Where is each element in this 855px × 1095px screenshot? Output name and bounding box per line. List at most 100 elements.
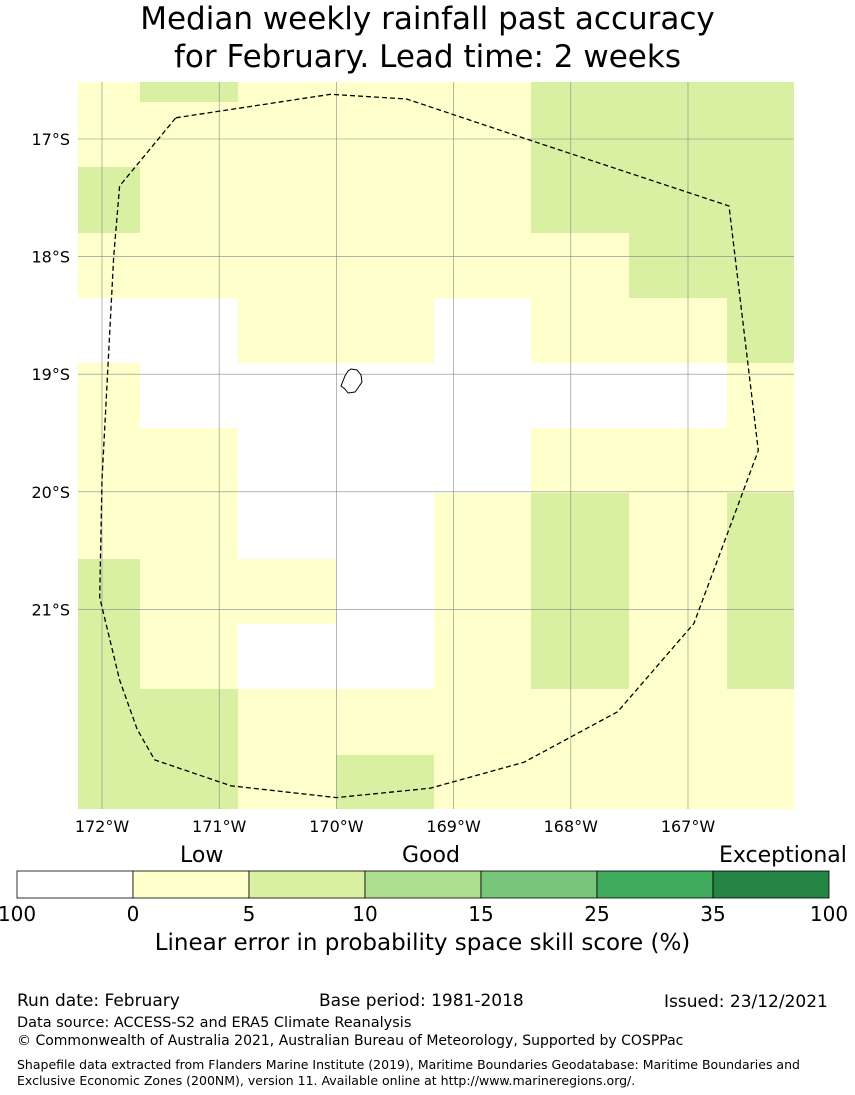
title-line-2: for February. Lead time: 2 weeks [174, 39, 681, 75]
shapefile-credit: Shapefile data extracted from Flanders M… [17, 1057, 800, 1088]
colorbar-label-exceptional: Exceptional [719, 843, 847, 868]
colorbar-segment [248, 870, 366, 899]
colorbar-tick: 25 [584, 902, 610, 926]
grid-cell [434, 167, 531, 233]
colorbar-axis-label: Linear error in probability space skill … [154, 930, 691, 956]
grid-cell [336, 428, 434, 493]
grid-cell [140, 559, 238, 624]
colorbar-segment [364, 870, 482, 899]
grid-cell [629, 689, 727, 755]
grid-cell [336, 298, 434, 363]
grid-cell [78, 428, 140, 493]
grid-cell [140, 82, 238, 102]
grid-cell [238, 102, 336, 167]
grid-cell [78, 689, 140, 755]
skill-map: 172°W 171°W 170°W 169°W 168°W 167°W 17°S18°S1… [31, 82, 794, 836]
colorbar-tick: 5 [242, 902, 256, 926]
grid-cell [727, 493, 794, 559]
grid-cell [434, 559, 531, 624]
grid-cell [78, 82, 140, 102]
data-source: Data source: ACCESS-S2 and ERA5 Climate … [17, 1015, 412, 1031]
longitude-tick-label: 170°W [309, 817, 364, 836]
grid-cell [531, 428, 629, 493]
grid-cell [238, 755, 336, 809]
grid-cell [140, 102, 238, 167]
colorbar-segment [132, 870, 250, 899]
grid-cell [78, 755, 140, 809]
grid-cell [629, 559, 727, 624]
colorbar-tick: 35 [700, 902, 726, 926]
grid-cell [336, 82, 434, 102]
grid-cell [140, 755, 238, 809]
grid-cell [238, 624, 336, 689]
colorbar-label-low: Low [180, 843, 224, 868]
grid-cell [336, 102, 434, 167]
grid-cell [140, 298, 238, 363]
grid-cell [336, 559, 434, 624]
eez-boundary [99, 93, 759, 799]
colorbar-tick: 15 [468, 902, 494, 926]
issued-date: Issued: 23/12/2021 [664, 992, 828, 1012]
grid-cell [238, 689, 336, 755]
grid-cell [336, 493, 434, 559]
grid-cell [434, 428, 531, 493]
longitude-tick-label: 167°W [661, 817, 716, 836]
grid-cell [140, 689, 238, 755]
grid-cell [727, 233, 794, 298]
grid-cell [531, 624, 629, 689]
grid-cell [629, 363, 727, 428]
grid-cell [434, 82, 531, 102]
grid-cell [531, 493, 629, 559]
copyright: © Commonwealth of Australia 2021, Austra… [17, 1033, 684, 1049]
grid-cell [531, 755, 629, 809]
grid-cell [78, 233, 140, 298]
run-date: Run date: February [17, 991, 180, 1011]
grid-cell [78, 298, 140, 363]
grid-cell [727, 624, 794, 689]
grid-cell [434, 102, 531, 167]
grid-cell [336, 689, 434, 755]
grid-cell [727, 689, 794, 755]
grid-cell [238, 559, 336, 624]
grid-cell [434, 755, 531, 809]
grid-cell [140, 167, 238, 233]
grid-cell [629, 102, 727, 167]
grid-cell [727, 363, 794, 428]
longitude-tick-label: 169°W [426, 817, 481, 836]
grid-cell [629, 82, 727, 102]
grid-cell [629, 428, 727, 493]
island-outline [340, 368, 363, 394]
grid-cell [140, 428, 238, 493]
grid-cell [531, 102, 629, 167]
latitude-ticks: 17°S 18°S 19°S 20°S 21°S [31, 130, 70, 619]
grid-cell [531, 233, 629, 298]
grid-cell [140, 233, 238, 298]
grid-cell [629, 233, 727, 298]
grid-cell [727, 167, 794, 233]
latitude-tick-label: 20°S [31, 483, 70, 502]
grid-cell [629, 298, 727, 363]
grid-cell [336, 624, 434, 689]
longitude-tick-label: 172°W [75, 817, 130, 836]
grid-cell [78, 493, 140, 559]
grid-cell [434, 363, 531, 428]
grid-cell [434, 493, 531, 559]
grid-cell [531, 689, 629, 755]
grid-cell [727, 559, 794, 624]
grid-cell [629, 493, 727, 559]
grid-cell [629, 624, 727, 689]
grid-cell [434, 233, 531, 298]
grid-cell [434, 689, 531, 755]
grid-cell [727, 102, 794, 167]
colorbar-segment [16, 870, 134, 899]
grid-cell [336, 755, 434, 809]
grid-cell [140, 624, 238, 689]
latitude-tick-label: 17°S [31, 130, 70, 149]
grid-cell [78, 363, 140, 428]
longitude-tick-label: 171°W [192, 817, 247, 836]
colorbar-segment [480, 870, 598, 899]
grid-cell [531, 363, 629, 428]
title-line-1: Median weekly rainfall past accuracy [140, 1, 715, 37]
grid-cell [238, 493, 336, 559]
longitude-tick-label: 168°W [544, 817, 599, 836]
